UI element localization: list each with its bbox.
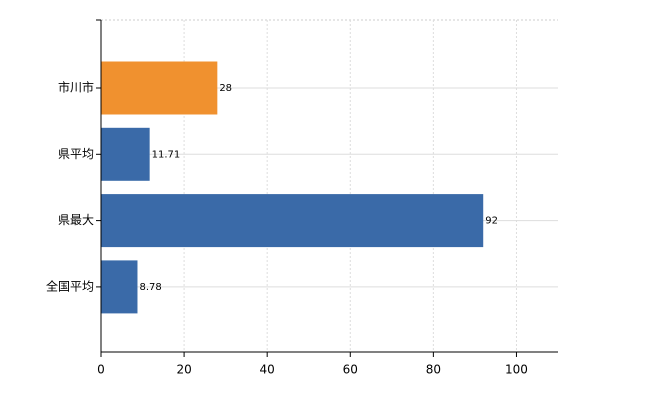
y-tick-label: 県平均 [58, 147, 94, 161]
x-tick-label: 100 [505, 363, 528, 377]
x-tick-label: 20 [176, 363, 191, 377]
bar [101, 194, 484, 248]
value-label: 8.78 [139, 282, 161, 293]
value-label: 11.71 [152, 149, 181, 160]
bar [101, 61, 218, 115]
y-tick-label: 県最大 [58, 213, 94, 227]
bar [101, 260, 138, 314]
y-tick-label: 全国平均 [46, 278, 94, 293]
y-tick-label: 市川市 [58, 80, 94, 95]
x-tick-label: 60 [343, 363, 358, 377]
value-label: 28 [219, 83, 232, 94]
x-tick-label: 80 [426, 363, 441, 377]
x-tick-label: 40 [260, 363, 275, 377]
x-tick-label: 0 [97, 363, 105, 377]
value-label: 92 [485, 216, 498, 227]
bar [101, 127, 150, 181]
